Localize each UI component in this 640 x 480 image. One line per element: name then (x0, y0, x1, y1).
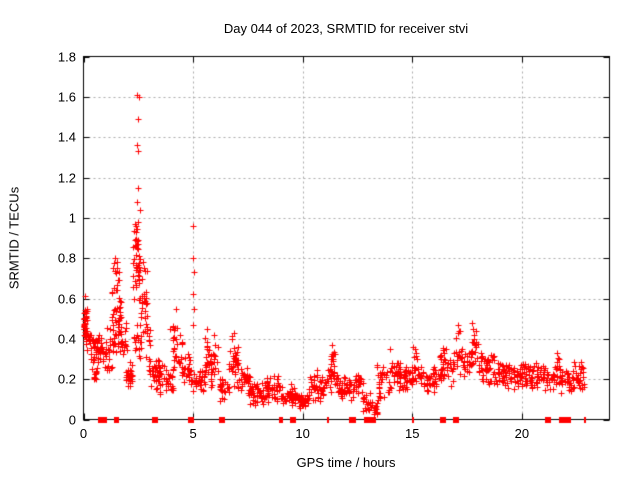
y-tick-label: 0.8 (57, 250, 76, 266)
y-tick-label: 1 (68, 210, 76, 226)
x-tick-label: 5 (189, 426, 197, 441)
x-tick-label: 15 (405, 426, 420, 441)
y-tick-label: 1.4 (57, 129, 76, 145)
chart-title: Day 044 of 2023, SRMTID for receiver stv… (223, 21, 469, 36)
x-tick-label: 0 (79, 426, 88, 441)
y-tick-label: 1.8 (57, 49, 76, 64)
x-axis-title: GPS time / hours (296, 455, 396, 470)
y-tick-label: 1.6 (57, 89, 76, 105)
y-axis-title: SRMTID / TECUs (6, 186, 22, 290)
x-tick-label: 20 (514, 426, 530, 441)
y-tick-label: 0.6 (57, 291, 76, 306)
y-tick-label: 0 (68, 412, 76, 427)
y-tick-label: 1.2 (57, 170, 76, 185)
y-tick-label: 0.4 (57, 331, 76, 347)
y-tick-label: 0.2 (57, 371, 76, 387)
x-tick-label: 10 (295, 426, 310, 441)
